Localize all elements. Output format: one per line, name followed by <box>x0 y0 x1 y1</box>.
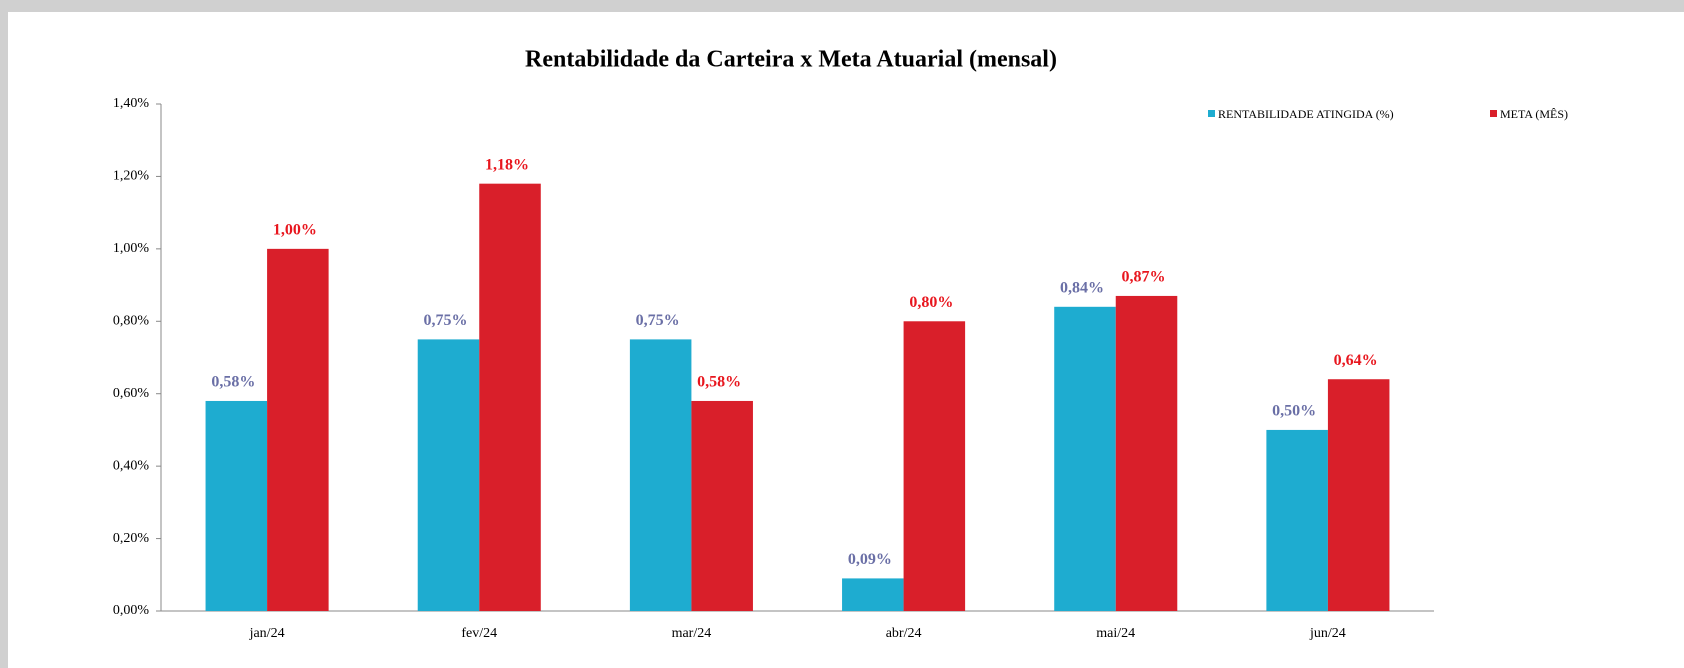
value-label: 0,58% <box>211 374 255 391</box>
bar <box>1266 429 1328 611</box>
y-tick-label: 1,20% <box>113 169 150 184</box>
value-label: 0,75% <box>636 312 680 329</box>
value-label: 0,84% <box>1060 279 1104 296</box>
legend-swatch <box>1208 110 1215 117</box>
y-tick-label: 0,40% <box>113 458 150 473</box>
bar <box>903 321 966 611</box>
bar <box>842 578 904 611</box>
value-label: 1,00% <box>273 222 317 239</box>
bar <box>691 400 753 611</box>
y-tick-label: 0,20% <box>113 531 150 546</box>
bar <box>629 339 692 611</box>
value-label: 0,64% <box>1334 352 1378 369</box>
legend-label: RENTABILIDADE ATINGIDA (%) <box>1218 107 1394 121</box>
value-label: 0,58% <box>697 374 741 391</box>
x-tick-label: fev/24 <box>461 626 497 641</box>
x-tick-label: jan/24 <box>249 626 285 641</box>
bar <box>1327 379 1390 611</box>
x-tick-label: abr/24 <box>886 626 922 641</box>
value-label: 0,50% <box>1272 403 1316 420</box>
y-tick-label: 0,80% <box>113 314 150 329</box>
chart-title: Rentabilidade da Carteira x Meta Atuaria… <box>525 47 1057 73</box>
value-label: 0,80% <box>909 294 953 311</box>
x-tick-label: mar/24 <box>672 626 712 641</box>
y-tick-label: 1,40% <box>113 96 150 111</box>
legend-swatch <box>1490 110 1497 117</box>
value-label: 1,18% <box>485 156 529 173</box>
value-label: 0,75% <box>423 312 467 329</box>
bar <box>267 248 329 611</box>
bar <box>479 183 541 611</box>
value-label: 0,87% <box>1122 269 1166 286</box>
bar <box>1115 295 1178 611</box>
x-tick-label: jun/24 <box>1309 626 1346 641</box>
y-tick-label: 0,60% <box>113 386 150 401</box>
bar <box>1054 306 1116 611</box>
y-tick-label: 0,00% <box>113 603 150 618</box>
value-label: 0,09% <box>848 551 892 568</box>
legend-label: META (MÊS) <box>1500 107 1568 121</box>
y-tick-label: 1,00% <box>113 241 150 256</box>
x-tick-label: mai/24 <box>1096 626 1135 641</box>
bar <box>417 339 480 611</box>
bar <box>205 400 268 611</box>
